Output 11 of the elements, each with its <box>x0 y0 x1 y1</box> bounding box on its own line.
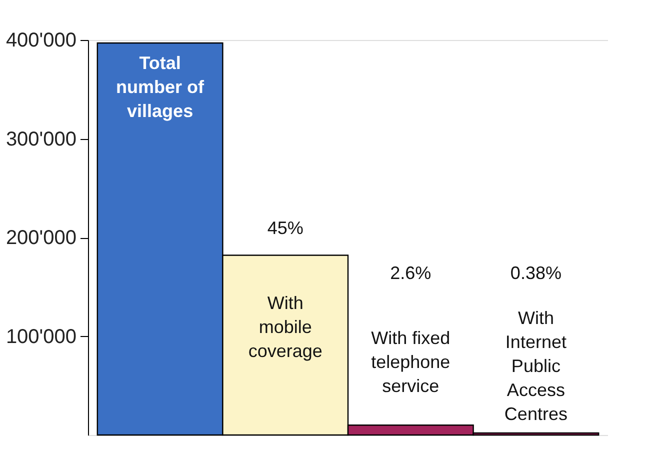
annotation: 2.6% <box>390 263 432 283</box>
y-tick-label: 200'000 <box>6 227 76 249</box>
y-tick-label: 100'000 <box>6 326 76 348</box>
annotation: 45% <box>267 218 304 238</box>
y-tick-label: 300'000 <box>6 128 76 150</box>
x-tick-label: With Internet Public Access Centres <box>504 308 568 424</box>
annotation: 0.38% <box>510 263 562 283</box>
x-tick-label: With mobile coverage <box>248 293 322 361</box>
y-tick-label: 400'000 <box>6 30 76 52</box>
x-tick-label: With fixed telephone service <box>371 328 450 396</box>
x-tick-label: Total number of villages <box>116 53 206 121</box>
